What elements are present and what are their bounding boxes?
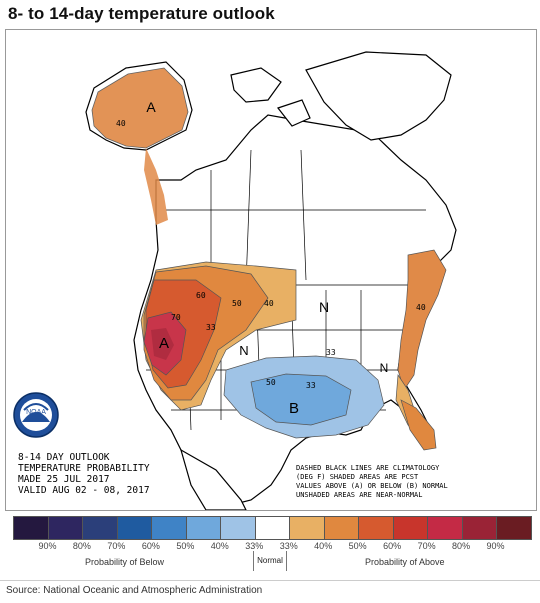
- contour-label-3: 60: [196, 291, 206, 300]
- legend-label: 33%: [279, 541, 298, 551]
- noaa-logo: NOAA: [13, 392, 59, 438]
- source-credit: Source: National Oceanic and Atmospheric…: [6, 585, 263, 596]
- legend-swatch: [290, 517, 325, 539]
- legend-swatch: [359, 517, 394, 539]
- contour-label-4: 70: [171, 313, 181, 322]
- outlook-line-3: MADE 25 JUL 2017: [18, 474, 110, 485]
- contour-label-6: 40: [416, 303, 426, 312]
- outlook-map: NOAA A A B N N N 50 40 60 70 33 40 33 50…: [5, 29, 537, 511]
- legend-swatch: [152, 517, 187, 539]
- outlook-line-4: VALID AUG 02 - 08, 2017: [18, 485, 150, 496]
- legend-swatch: [14, 517, 49, 539]
- legend-label: 80%: [72, 541, 91, 551]
- contour-label-5: 33: [326, 348, 336, 357]
- contour-label-8: 50: [266, 378, 276, 387]
- legend-label: 80%: [452, 541, 471, 551]
- contour-label-2: 40: [264, 299, 274, 308]
- legend-swatch: [497, 517, 531, 539]
- legend-label: 70%: [417, 541, 436, 551]
- normal-label-1: N: [319, 299, 329, 315]
- legend-label: 70%: [107, 541, 126, 551]
- legend-label: 60%: [141, 541, 160, 551]
- legend-swatch: [324, 517, 360, 539]
- normal-label-2: N: [239, 343, 248, 358]
- normal-caption: Normal: [253, 551, 287, 571]
- noaa-logo-text: NOAA: [26, 409, 46, 416]
- outlook-line-1: 8-14 DAY OUTLOOK: [18, 452, 110, 463]
- contour-label-9: 33: [206, 323, 216, 332]
- divider: [0, 580, 540, 581]
- normal-label-3: N: [380, 361, 389, 375]
- outlook-line-2: TEMPERATURE PROBABILITY: [18, 463, 150, 474]
- legend-label: 50%: [348, 541, 367, 551]
- note-line-4: UNSHADED AREAS ARE NEAR-NORMAL: [296, 491, 422, 499]
- legend-label: 90%: [38, 541, 57, 551]
- probability-legend-labels: 90% 80% 70% 60% 50% 40% 33% 33% 40% 50% 60% 70% 80% 9…: [13, 541, 530, 555]
- note-line-1: DASHED BLACK LINES ARE CLIMATOLOGY: [296, 464, 440, 472]
- legend-label: 40%: [314, 541, 333, 551]
- above-caption: Probability of Above: [365, 557, 445, 567]
- legend-label: 40%: [210, 541, 229, 551]
- legend-swatch: [255, 517, 291, 539]
- alaska-above-label: A: [146, 99, 156, 115]
- west-above-label: A: [159, 335, 169, 352]
- south-below-mid: [250, 373, 352, 426]
- contour-label-1: 50: [232, 299, 242, 308]
- legend-swatch: [393, 517, 429, 539]
- south-below-label: B: [289, 400, 299, 417]
- alaska-above-region: [91, 67, 189, 149]
- chart-title: 8- to 14-day temperature outlook: [8, 4, 275, 23]
- probability-legend-bar: [13, 516, 532, 540]
- legend-label: 90%: [486, 541, 505, 551]
- legend-swatch: [428, 517, 463, 539]
- west-above-core: [151, 328, 174, 360]
- legend-swatch: [462, 517, 498, 539]
- legend-swatch: [48, 517, 84, 539]
- alaska-coast-above: [144, 148, 168, 225]
- east-above-region: [397, 249, 447, 391]
- legend-label: 33%: [245, 541, 264, 551]
- legend-label: 60%: [383, 541, 402, 551]
- legend-swatch: [186, 517, 222, 539]
- below-caption: Probability of Below: [85, 557, 165, 567]
- note-line-2: (DEG F) SHADED AREAS ARE PCST: [296, 473, 419, 481]
- note-line-3: VALUES ABOVE (A) OR BELOW (B) NORMAL: [296, 482, 448, 490]
- legend-swatch: [117, 517, 153, 539]
- contour-label-10: 40: [116, 119, 126, 128]
- contour-label-7: 33: [306, 381, 316, 390]
- legend-swatch: [83, 517, 118, 539]
- florida-above: [400, 399, 437, 451]
- legend-swatch: [221, 517, 256, 539]
- legend-label: 50%: [176, 541, 195, 551]
